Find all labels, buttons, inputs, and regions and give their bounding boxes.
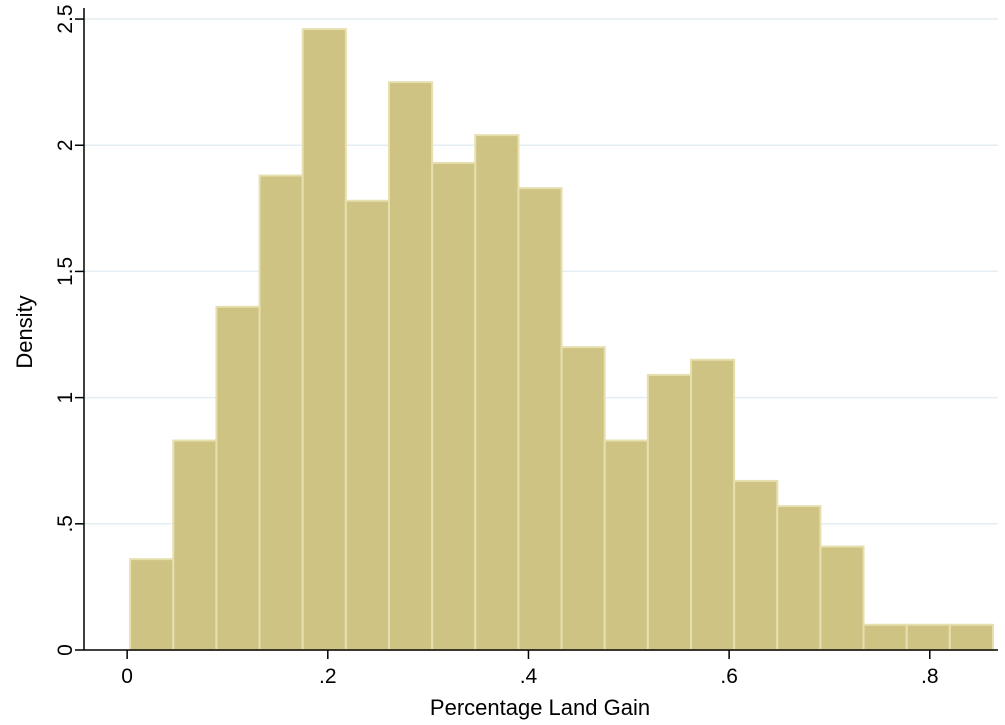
histogram-bar bbox=[776, 505, 822, 651]
histogram-bar bbox=[689, 358, 736, 651]
y-tick-label: 2.5 bbox=[54, 4, 77, 33]
x-tick-label: .2 bbox=[319, 665, 337, 688]
histogram-bar bbox=[862, 623, 908, 651]
histogram-bar bbox=[819, 545, 865, 651]
histogram-bar bbox=[215, 305, 261, 651]
histogram-bar bbox=[301, 28, 347, 651]
histogram-bar bbox=[948, 623, 994, 651]
histogram-bar bbox=[431, 161, 477, 651]
histogram-bar bbox=[517, 187, 563, 651]
y-tick-label: 1 bbox=[54, 392, 77, 404]
y-axis-title: Density bbox=[12, 295, 37, 368]
histogram-bar bbox=[646, 373, 692, 651]
x-axis-title: Percentage Land Gain bbox=[430, 695, 650, 720]
histogram-bar bbox=[474, 134, 520, 651]
axes bbox=[83, 8, 998, 651]
y-tick-label: 0 bbox=[54, 644, 77, 656]
histogram-bar bbox=[905, 623, 951, 651]
histogram-bar bbox=[733, 479, 779, 651]
x-tick-label: .4 bbox=[520, 665, 538, 688]
histogram-bars bbox=[129, 28, 994, 652]
histogram-bar bbox=[344, 199, 391, 651]
y-axis-ticks: 0 .5 1 1.5 2 2.5 bbox=[54, 4, 84, 656]
histogram-bar bbox=[603, 439, 649, 651]
y-tick-label: 2 bbox=[54, 139, 77, 151]
histogram-bar bbox=[560, 346, 606, 651]
x-tick-label: .8 bbox=[921, 665, 939, 688]
histogram-bar bbox=[258, 174, 304, 651]
x-axis-ticks: 0 .2 .4 .6 .8 bbox=[121, 650, 939, 688]
histogram-bar bbox=[172, 439, 218, 651]
x-tick-label: .6 bbox=[720, 665, 738, 688]
histogram-bar bbox=[129, 558, 175, 652]
histogram-bar bbox=[388, 81, 434, 651]
y-tick-label: 1.5 bbox=[54, 257, 77, 286]
x-tick-label: 0 bbox=[121, 665, 133, 688]
y-tick-label: .5 bbox=[54, 515, 77, 533]
